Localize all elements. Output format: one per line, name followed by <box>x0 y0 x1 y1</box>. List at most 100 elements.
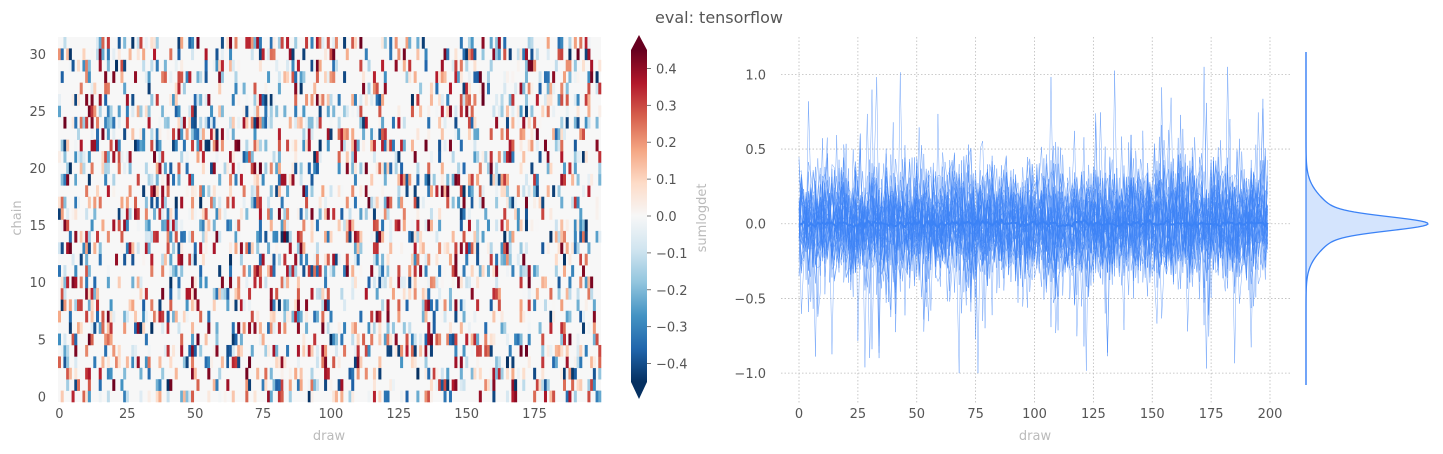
heatmap-cell <box>87 71 91 83</box>
heatmap-cell <box>500 105 504 118</box>
heatmap-cell <box>234 287 238 300</box>
heatmap-cell <box>353 162 357 175</box>
heatmap-cell <box>153 185 157 197</box>
heatmap-cell <box>196 71 200 83</box>
heatmap-cell <box>272 37 276 49</box>
heatmap-cell <box>150 94 154 106</box>
heatmap-cell <box>101 37 105 49</box>
heatmap-cell <box>522 48 526 61</box>
heatmap-cell <box>63 139 67 152</box>
heatmap-cell <box>324 299 328 312</box>
heatmap-cell <box>516 208 520 220</box>
heatmap-cell <box>519 242 523 255</box>
heatmap-cell <box>174 82 178 95</box>
heatmap-cell <box>400 242 404 255</box>
heatmap-cell <box>492 333 496 346</box>
heatmap-cell <box>359 59 363 72</box>
heatmap-cell <box>286 59 290 72</box>
heatmap-cell <box>155 185 159 197</box>
heatmap-cell <box>519 333 523 346</box>
heatmap-cell <box>351 390 355 403</box>
heatmap-cell <box>239 208 243 220</box>
heatmap-cell <box>153 37 157 49</box>
heatmap-cell <box>524 173 528 186</box>
trace-y-tick-label: 1.0 <box>745 68 766 83</box>
heatmap-cell <box>459 299 463 312</box>
heatmap-cell <box>180 242 184 255</box>
heatmap-cell <box>372 367 376 380</box>
heatmap-cell <box>489 162 493 175</box>
heatmap-cell <box>74 196 78 209</box>
heatmap-cell <box>348 367 352 380</box>
heatmap-cell <box>332 356 336 369</box>
heatmap-cell <box>484 151 488 163</box>
heatmap-cell <box>343 265 347 277</box>
heatmap-cell <box>109 299 113 312</box>
heatmap-cell <box>150 139 154 152</box>
heatmap-cell <box>315 37 319 49</box>
heatmap-cell <box>321 37 325 49</box>
trace-mean-line <box>798 217 1269 231</box>
heatmap-cell <box>155 230 159 243</box>
heatmap-cell <box>476 356 480 369</box>
heatmap-cell <box>554 253 558 266</box>
heatmap-cell <box>96 185 100 197</box>
heatmap-cell <box>315 94 319 106</box>
heatmap-cell <box>269 310 273 323</box>
heatmap-cell <box>440 94 444 106</box>
heatmap-cell <box>381 185 385 197</box>
heatmap-cell <box>568 71 572 83</box>
heatmap-cell <box>427 219 431 232</box>
heatmap-cell <box>242 105 246 118</box>
heatmap-cell <box>359 265 363 277</box>
heatmap-cell <box>427 322 431 334</box>
heatmap-cell <box>448 151 452 163</box>
heatmap-cell <box>158 379 162 391</box>
heatmap-cell <box>253 185 257 197</box>
heatmap-cell <box>337 162 341 175</box>
heatmap-cell <box>229 59 233 72</box>
heatmap-cell <box>397 185 401 197</box>
heatmap-cell <box>177 116 181 129</box>
heatmap-cell <box>337 151 341 163</box>
heatmap-cell <box>245 105 249 118</box>
heatmap-cell <box>68 367 72 380</box>
heatmap-cell <box>250 242 254 255</box>
heatmap-cell <box>587 379 591 391</box>
heatmap-cell <box>527 299 531 312</box>
heatmap-cell <box>58 242 62 255</box>
heatmap-cell <box>413 185 417 197</box>
heatmap-cell <box>98 390 102 403</box>
heatmap-cell <box>462 310 466 323</box>
heatmap-cell <box>68 48 72 61</box>
heatmap-cell <box>315 310 319 323</box>
heatmap-cell <box>554 356 558 369</box>
heatmap-cell <box>530 128 534 140</box>
heatmap-cell <box>299 173 303 186</box>
heatmap-cell <box>446 367 450 380</box>
heatmap-cell <box>280 37 284 49</box>
heatmap-cell <box>565 59 569 72</box>
heatmap-cell <box>169 356 173 369</box>
heatmap-cell <box>381 253 385 266</box>
heatmap-cell <box>147 356 151 369</box>
heatmap-cell <box>527 139 531 152</box>
heatmap-cell <box>239 242 243 255</box>
heatmap-cell <box>408 322 412 334</box>
heatmap-cell <box>182 139 186 152</box>
heatmap-cell <box>378 128 382 140</box>
heatmap-cell <box>155 94 159 106</box>
heatmap-cell <box>590 379 594 391</box>
heatmap-cell <box>476 253 480 266</box>
heatmap-cell <box>166 310 170 323</box>
heatmap-cell <box>180 59 184 72</box>
heatmap-cell <box>302 242 306 255</box>
heatmap-cell <box>375 253 379 266</box>
heatmap-cell <box>242 265 246 277</box>
heatmap-cell <box>353 139 357 152</box>
heatmap-cell <box>356 253 360 266</box>
heatmap-cell <box>90 48 94 61</box>
heatmap-cell <box>82 162 86 175</box>
heatmap-cell <box>87 151 91 163</box>
heatmap-cell <box>275 105 279 118</box>
